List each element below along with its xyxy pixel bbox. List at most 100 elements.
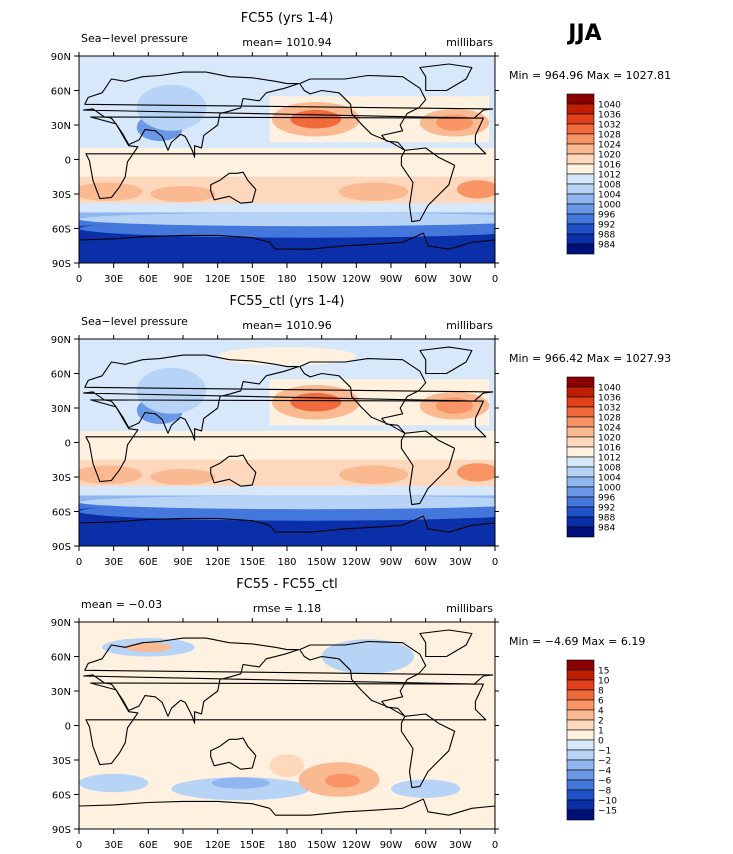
colorbar-label: −15	[598, 807, 617, 817]
x-tick-label: 60E	[139, 557, 158, 568]
coastline-7	[79, 798, 495, 829]
y-tick-label: 60S	[52, 225, 71, 236]
center-label: mean= 1010.96	[242, 319, 331, 332]
coastline-7	[79, 515, 495, 546]
coastline-6	[419, 346, 473, 375]
field-region-5	[290, 110, 342, 129]
colorbar-label: 6	[598, 697, 604, 707]
colorbar-box	[566, 506, 595, 518]
colorbar-label: 1000	[598, 484, 621, 494]
x-tick-label: 60E	[139, 274, 158, 285]
colorbar-label: −1	[598, 747, 611, 757]
subtropical-high-band	[79, 459, 495, 487]
coastline-3	[299, 74, 427, 151]
colorbar-label: 1016	[598, 161, 621, 171]
colorbar-label: 1036	[598, 394, 621, 404]
x-tick-label: 150E	[240, 274, 265, 285]
field-region-13	[136, 84, 207, 131]
x-tick-label: 60W	[414, 274, 437, 285]
coastline-1	[83, 71, 494, 158]
field	[79, 622, 495, 829]
colorbar-label: 988	[598, 231, 615, 241]
colorbar-box	[566, 659, 595, 671]
coastline-3	[299, 358, 427, 434]
x-tick-label: 90E	[173, 840, 192, 851]
colorbar-label: 1032	[598, 404, 621, 414]
colorbar-box	[566, 709, 595, 721]
field-region-10	[339, 465, 409, 484]
colorbar-box	[566, 769, 595, 781]
field-region-8	[79, 182, 143, 201]
min-max-stats: Min = 966.42 Max = 1027.93	[509, 352, 671, 365]
y-tick-label: 90N	[51, 335, 71, 346]
colorbar-label: 988	[598, 514, 615, 524]
field-region-2	[125, 642, 172, 652]
coastline-5	[210, 737, 257, 770]
panel-1: FC55 (yrs 1-4) Sea−level pressure mean= 10…	[51, 11, 671, 285]
colorbar-box	[566, 719, 595, 731]
colorbar-box	[566, 476, 595, 488]
x-tick-label: 120W	[342, 840, 371, 851]
colorbar-box	[566, 133, 595, 145]
colorbar-box	[566, 679, 595, 691]
x-tick-label: 90W	[380, 274, 403, 285]
field-region-6	[325, 773, 360, 788]
x-tick-label: 90W	[380, 557, 403, 568]
panel-2: FC55_ctl (yrs 1-4) Sea−level pressure mean…	[51, 294, 671, 568]
colorbar-box	[566, 193, 595, 205]
y-tick-label: 30N	[51, 404, 71, 415]
x-tick-label: 150W	[307, 557, 336, 568]
colorbar-box	[566, 123, 595, 135]
colorbar-label: 1	[598, 727, 604, 737]
colorbar-box	[566, 243, 595, 255]
field-region-7	[269, 754, 305, 778]
x-tick-label: 0	[492, 557, 498, 568]
colorbar-box	[566, 143, 595, 155]
colorbar-label: 992	[598, 221, 615, 231]
tropical-band	[79, 148, 495, 177]
tropical-band	[79, 431, 495, 460]
field-region-4	[211, 777, 270, 789]
x-tick-label: 30W	[449, 840, 472, 851]
colorbar-label: 1004	[598, 191, 621, 201]
colorbar-box	[566, 173, 595, 185]
field-region-9	[217, 691, 287, 714]
colorbar-label: 15	[598, 667, 609, 677]
colorbar-box	[566, 436, 595, 448]
colorbar-box	[566, 456, 595, 468]
colorbar-box	[566, 699, 595, 711]
y-tick-label: 90S	[52, 259, 71, 270]
x-tick-label: 180	[277, 840, 296, 851]
colorbar-box	[566, 163, 595, 175]
field-region-8	[79, 465, 143, 484]
min-max-stats: Min = −4.69 Max = 6.19	[509, 635, 645, 648]
colorbar-box	[566, 689, 595, 701]
coastline-4	[400, 147, 456, 223]
colorbar-box	[566, 516, 595, 528]
colorbar-label: 992	[598, 504, 615, 514]
coastline-2	[85, 399, 487, 483]
colorbar-box	[566, 739, 595, 751]
coastline-5	[210, 454, 257, 487]
x-tick-label: 0	[76, 557, 82, 568]
x-tick-label: 30E	[104, 557, 123, 568]
center-label: mean= 1010.94	[242, 36, 331, 49]
x-tick-label: 180	[277, 274, 296, 285]
colorbar-label: 996	[598, 494, 615, 504]
colorbar-box	[566, 213, 595, 225]
field-region-7	[436, 397, 474, 414]
colorbar-label: −4	[598, 767, 612, 777]
y-tick-label: 0	[65, 439, 71, 450]
colorbar-label: 1028	[598, 414, 621, 424]
colorbar-label: 1012	[598, 171, 621, 181]
colorbar-box	[566, 376, 595, 388]
colorbar-box	[566, 779, 595, 791]
colorbar-box	[566, 426, 595, 438]
colorbar-label: 1020	[598, 151, 621, 161]
x-tick-label: 90E	[173, 557, 192, 568]
x-tick-label: 180	[277, 557, 296, 568]
x-tick-label: 120W	[342, 274, 371, 285]
field-region-8	[391, 779, 461, 798]
colorbar-label: 1016	[598, 444, 621, 454]
